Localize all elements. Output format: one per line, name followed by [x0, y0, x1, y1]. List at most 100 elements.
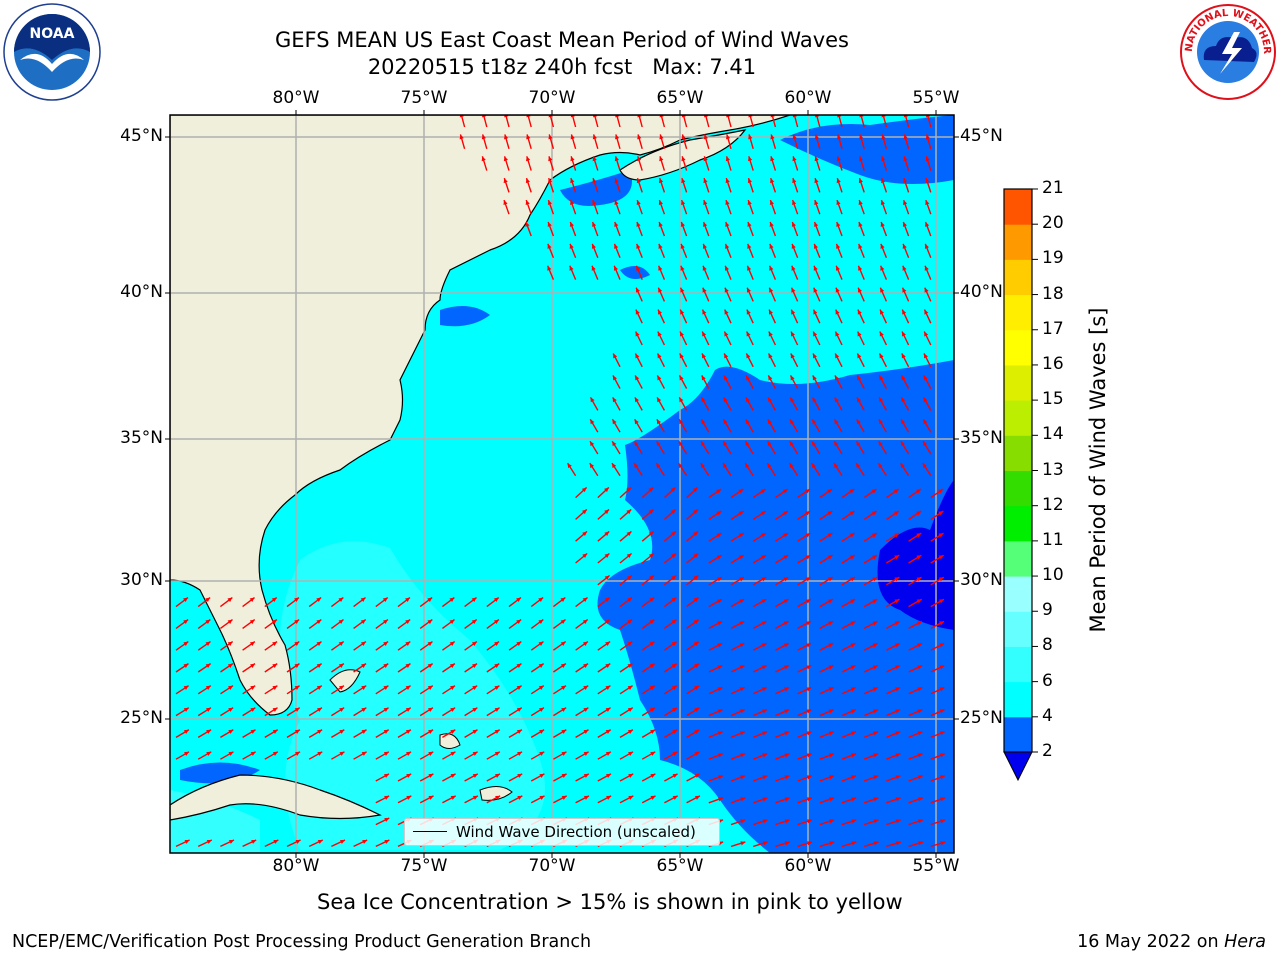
wind-wave-arrowhead — [878, 419, 883, 425]
wind-wave-arrowhead — [814, 200, 819, 206]
wind-wave-arrowhead — [768, 331, 773, 337]
wind-wave-arrowhead — [768, 397, 773, 403]
wind-wave-arrowhead — [693, 509, 698, 515]
wind-wave-arrowhead — [873, 753, 879, 758]
longitude-label-bottom: 75°W — [400, 856, 448, 876]
wind-wave-arrowhead — [449, 597, 455, 602]
wind-wave-arrowhead — [828, 709, 834, 714]
wind-wave-arrowhead — [723, 419, 728, 425]
wind-wave-arrowhead — [813, 309, 818, 315]
ocean-field-2-4s-coastal — [440, 306, 490, 327]
wind-wave-arrowhead — [670, 509, 676, 515]
wind-wave-arrowhead — [925, 221, 930, 227]
wind-wave-arrowhead — [851, 797, 857, 802]
wind-wave-arrowhead — [828, 687, 834, 692]
wind-wave-arrowhead — [834, 375, 839, 381]
wind-wave-arrowhead — [939, 753, 945, 758]
wind-wave-arrowhead — [872, 555, 878, 560]
wind-wave-arrow — [749, 115, 754, 128]
wind-wave-arrowhead — [722, 463, 728, 469]
wind-wave-arrowhead — [872, 709, 878, 714]
wind-wave-arrowhead — [250, 685, 256, 690]
wind-wave-arrowhead — [672, 729, 678, 734]
wind-wave-arrowhead — [893, 489, 899, 494]
wind-wave-arrowhead — [657, 375, 662, 381]
wind-wave-arrowhead — [872, 599, 878, 604]
wind-wave-arrowhead — [850, 643, 856, 648]
wind-wave-arrowhead — [406, 795, 412, 800]
wind-wave-arrowhead — [383, 685, 389, 690]
wind-wave-arrowhead — [880, 221, 885, 227]
wind-wave-arrowhead — [938, 599, 944, 604]
wind-wave-arrowhead — [582, 641, 588, 646]
sea-ice-note: Sea Ice Concentration > 15% is shown in … — [317, 890, 903, 914]
wind-wave-arrowhead — [724, 309, 729, 315]
wind-wave-arrowhead — [745, 441, 750, 447]
wind-wave-arrowhead — [678, 441, 683, 447]
latitude-label-right: 40°N — [960, 282, 1003, 302]
wind-wave-arrowhead — [703, 156, 708, 162]
wind-wave-arrowhead — [516, 707, 522, 712]
wind-wave-arrowhead — [670, 487, 676, 493]
wind-wave-arrowhead — [583, 729, 589, 734]
wind-wave-arrowhead — [850, 665, 856, 670]
ocean-field-2-4s-north — [780, 115, 954, 184]
wind-wave-arrowhead — [538, 685, 544, 690]
wind-wave-arrowhead — [361, 729, 367, 734]
wind-wave-arrowhead — [805, 555, 811, 560]
wind-wave-arrowhead — [637, 134, 642, 140]
wind-wave-arrowhead — [917, 841, 923, 846]
wind-wave-arrowhead — [828, 621, 834, 626]
wind-wave-arrowhead — [746, 375, 751, 381]
wind-wave-arrowhead — [851, 775, 857, 780]
wind-wave-arrowhead — [746, 353, 751, 359]
wind-wave-arrowhead — [494, 707, 500, 712]
wind-wave-arrowhead — [205, 707, 211, 712]
wind-wave-arrowhead — [923, 397, 928, 403]
wind-wave-arrowhead — [859, 156, 864, 162]
wind-wave-arrowhead — [740, 841, 746, 846]
wind-wave-arrowhead — [856, 419, 861, 425]
wind-wave-arrowhead — [900, 441, 905, 447]
wind-wave-arrowhead — [384, 795, 390, 800]
wind-wave-arrowhead — [872, 621, 878, 626]
wind-wave-arrowhead — [939, 797, 945, 802]
colorbar-band — [1004, 189, 1032, 225]
wind-wave-arrowhead — [626, 531, 632, 537]
wind-wave-arrowhead — [693, 641, 699, 646]
wind-wave-arrowhead — [547, 265, 552, 271]
wind-wave-arrowhead — [627, 707, 633, 712]
wind-wave-arrowhead — [894, 577, 900, 582]
wind-wave-arrowhead — [917, 753, 923, 758]
wind-wave-arrowhead — [849, 533, 855, 538]
wind-wave-arrowhead — [570, 200, 575, 206]
wind-wave-arrowhead — [924, 331, 929, 337]
wind-wave-arrow — [838, 115, 843, 128]
wind-wave-arrowhead — [895, 819, 901, 824]
wind-wave-arrowhead — [503, 200, 508, 206]
wind-wave-arrowhead — [725, 156, 730, 162]
wind-wave-arrowhead — [784, 775, 790, 780]
wind-wave-arrowhead — [738, 489, 744, 494]
wind-wave-arrowhead — [856, 463, 861, 469]
wind-wave-arrowhead — [703, 200, 708, 206]
wind-wave-arrowhead — [382, 597, 388, 602]
wind-wave-arrowhead — [249, 619, 255, 624]
wind-wave-arrowhead — [939, 775, 945, 780]
wind-wave-arrowhead — [605, 663, 611, 668]
wind-wave-arrowhead — [272, 663, 278, 668]
wind-wave-arrowhead — [770, 134, 775, 140]
wind-wave-arrowhead — [634, 397, 639, 403]
wind-wave-arrowhead — [762, 841, 768, 846]
wind-wave-arrowhead — [272, 707, 278, 712]
colorbar-tick-label: 12 — [1042, 494, 1064, 515]
wind-wave-arrowhead — [748, 134, 753, 140]
wind-wave-arrowhead — [769, 221, 774, 227]
colorbar-tick-label: 17 — [1042, 318, 1064, 339]
wind-wave-arrow — [616, 115, 621, 128]
wind-wave-arrowhead — [636, 265, 641, 271]
wind-wave-arrowhead — [205, 597, 211, 602]
wind-wave-arrowhead — [748, 156, 753, 162]
wind-wave-arrowhead — [739, 709, 745, 714]
wind-wave-arrowhead — [716, 533, 722, 538]
